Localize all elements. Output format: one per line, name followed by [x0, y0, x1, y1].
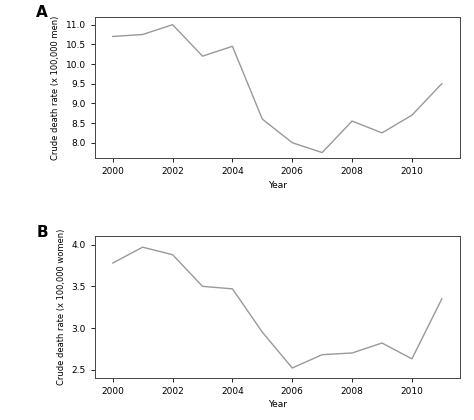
Text: B: B: [36, 225, 48, 240]
Text: A: A: [36, 5, 48, 21]
Y-axis label: Crude death rate (x 100,000 men): Crude death rate (x 100,000 men): [51, 16, 60, 160]
X-axis label: Year: Year: [268, 400, 287, 409]
X-axis label: Year: Year: [268, 181, 287, 190]
Y-axis label: Crude death rate (x 100,000 women): Crude death rate (x 100,000 women): [57, 229, 66, 386]
